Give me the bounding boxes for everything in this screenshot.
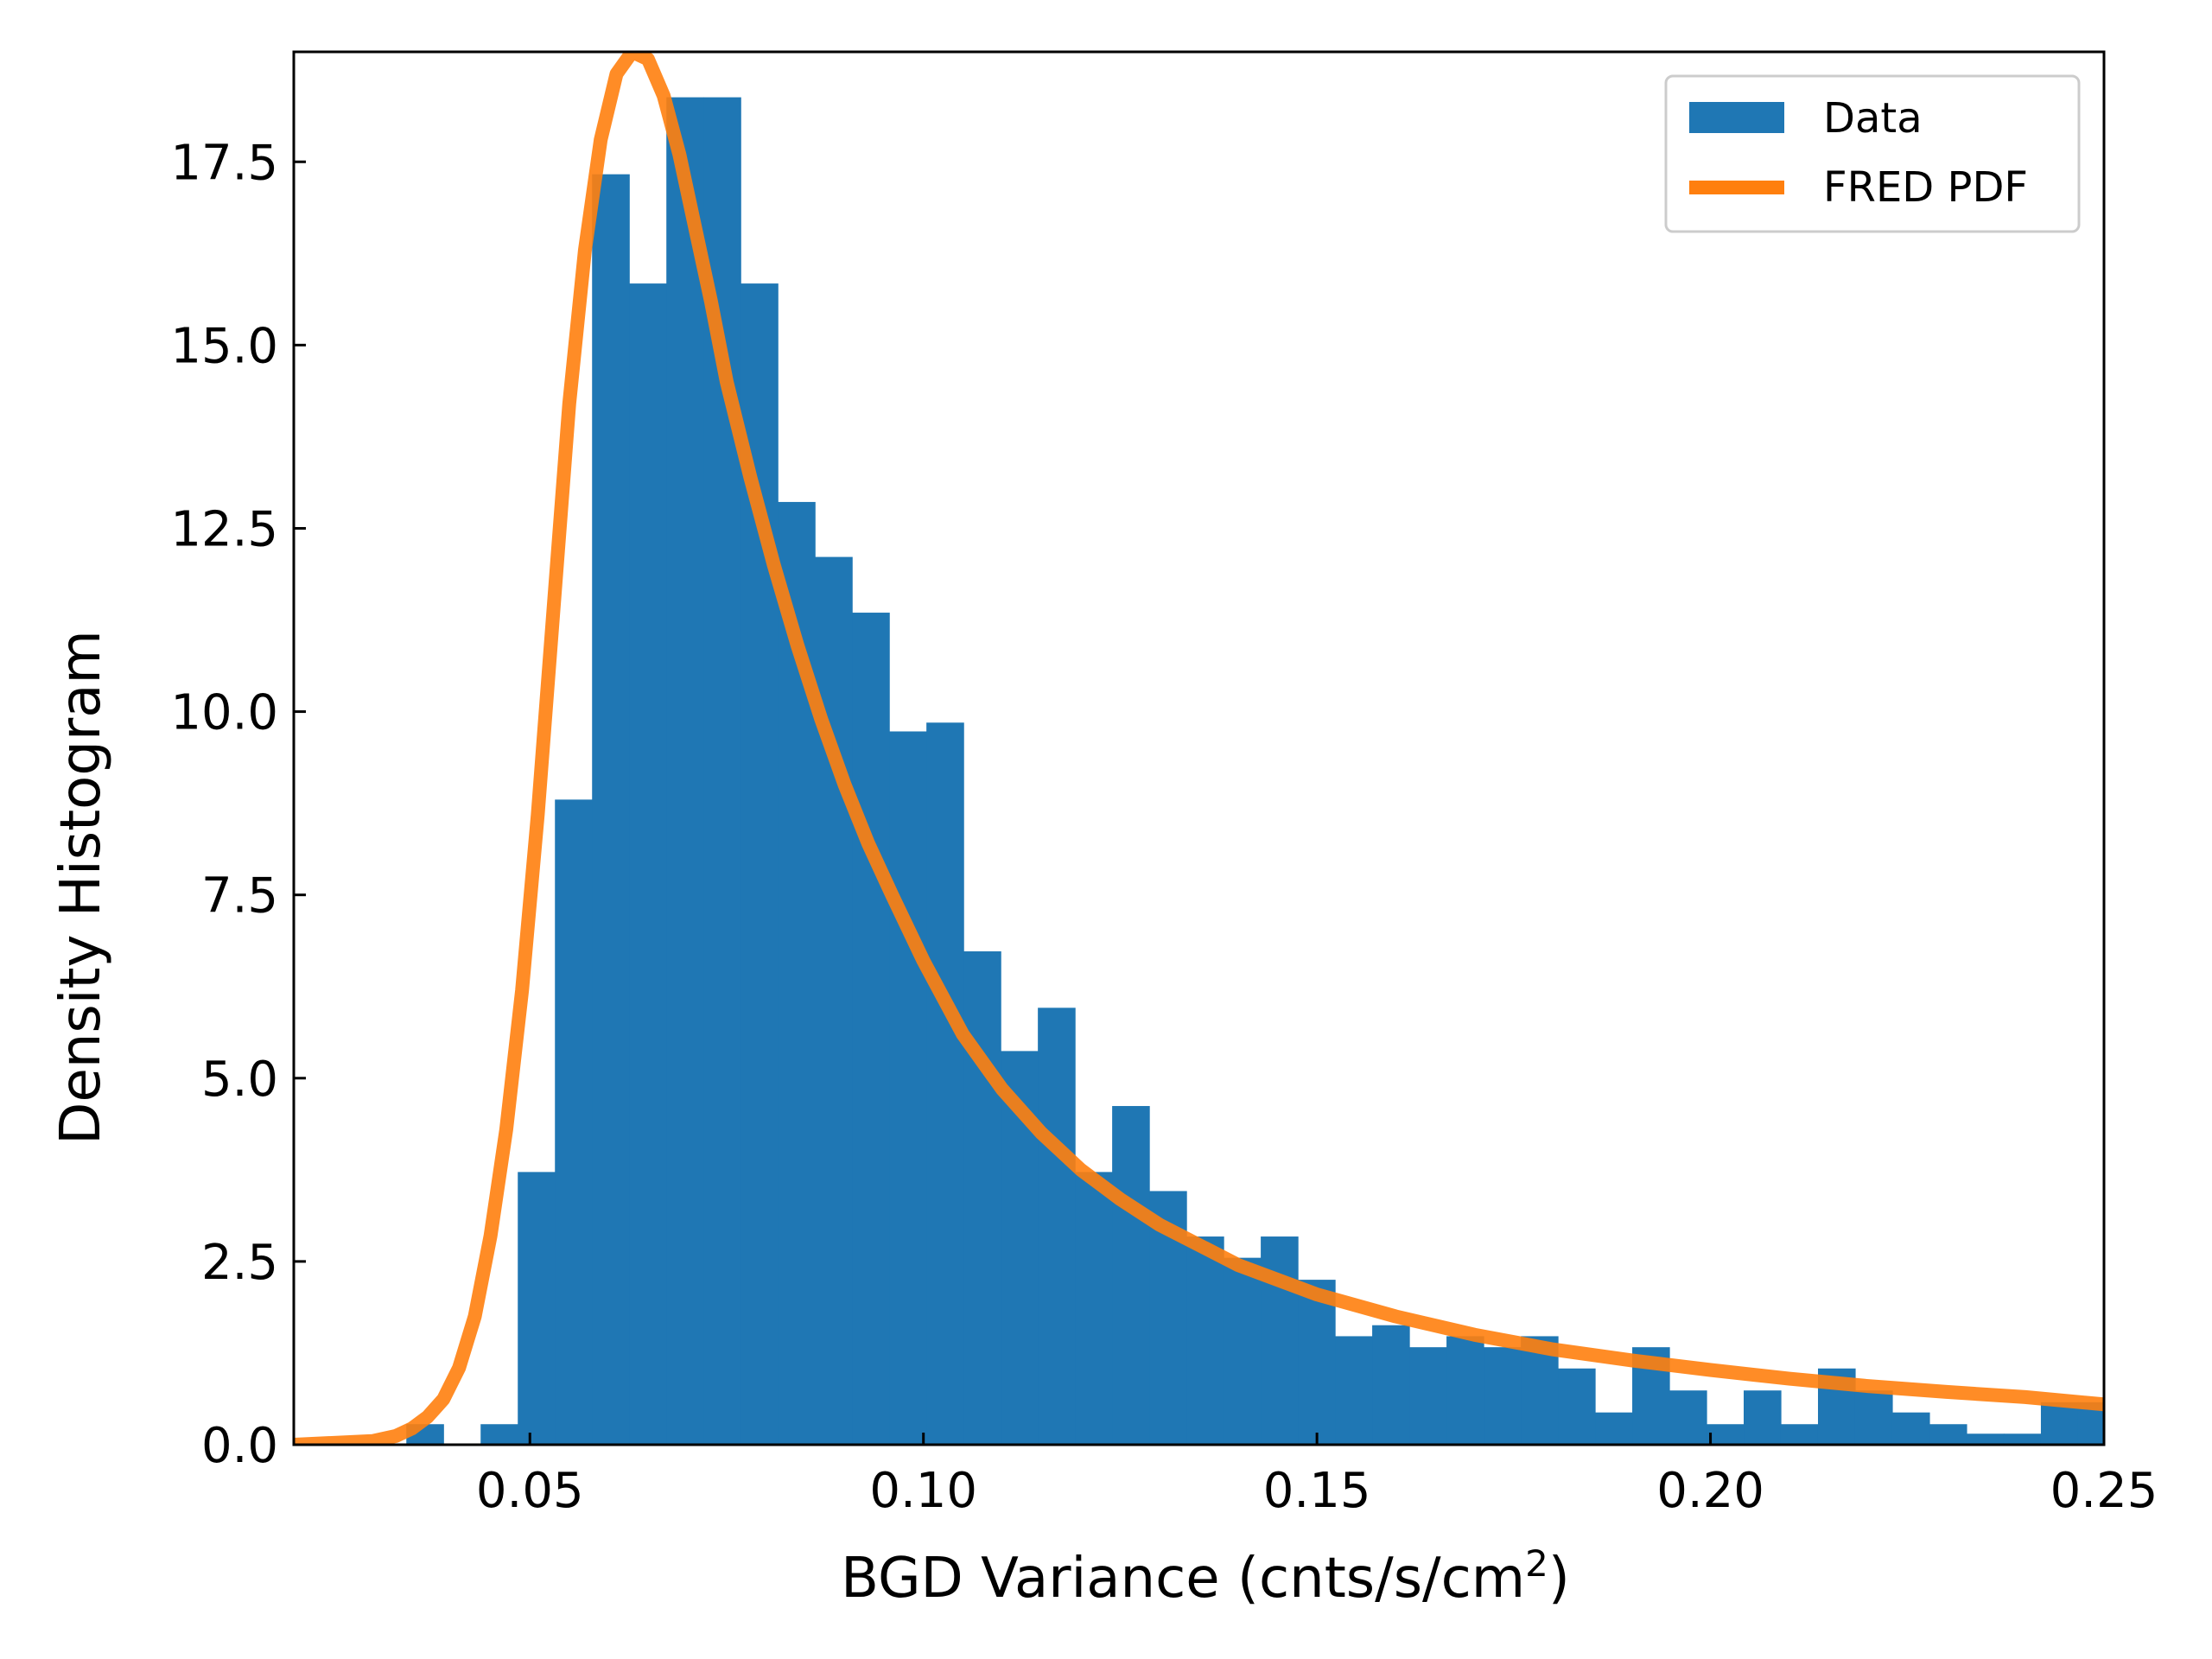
- histogram-bar: [815, 556, 853, 1445]
- fred-pdf-line: [294, 52, 2104, 1445]
- histogram-bar: [1409, 1347, 1447, 1445]
- histogram-bar: [2040, 1402, 2079, 1445]
- axes-frame: [292, 50, 2106, 1446]
- histogram-bar: [592, 174, 630, 1445]
- y-tick-label: 0.0: [201, 1418, 278, 1474]
- histogram-bar: [2003, 1433, 2042, 1445]
- x-tick-label: 0.05: [476, 1463, 584, 1519]
- histogram-bar: [889, 731, 927, 1445]
- histogram-bar: [1669, 1390, 1707, 1445]
- histogram-bar: [1891, 1412, 1930, 1445]
- histogram-bar: [1186, 1236, 1224, 1445]
- y-axis-label: Density Histogram: [49, 630, 113, 1145]
- histogram-bar: [1261, 1236, 1299, 1445]
- histogram-bar: [1707, 1424, 1745, 1445]
- histogram-bar: [1335, 1336, 1373, 1445]
- legend-label-fred-pdf: FRED PDF: [1823, 163, 2028, 212]
- x-tick-label: 0.10: [869, 1463, 977, 1519]
- pdf-curve-layer: [294, 52, 2104, 1445]
- y-tick-label: 15.0: [170, 318, 278, 374]
- histogram-bar: [1298, 1280, 1336, 1445]
- y-tick-label: 17.5: [170, 135, 278, 191]
- histogram-bar: [666, 97, 704, 1445]
- x-tick-label: 0.15: [1263, 1463, 1371, 1519]
- histogram-bar: [1780, 1424, 1819, 1445]
- legend: Data FRED PDF: [1664, 74, 2081, 233]
- legend-label-data: Data: [1823, 94, 1923, 143]
- histogram-bar: [1446, 1336, 1484, 1445]
- histogram-bar: [1075, 1172, 1113, 1445]
- histogram-bar: [518, 1172, 556, 1445]
- histogram-bar: [1484, 1347, 1522, 1445]
- y-tick-label: 5.0: [201, 1052, 278, 1108]
- x-tick-label: 0.25: [2050, 1463, 2158, 1519]
- histogram-bar: [1854, 1390, 1893, 1445]
- histogram-bar: [1112, 1106, 1150, 1445]
- histogram-bar: [555, 799, 593, 1445]
- x-axis-ticks: 0.05 0.10 0.15 0.20 0.25: [476, 1433, 2158, 1519]
- histogram-bar: [1966, 1433, 2005, 1445]
- y-tick-label: 2.5: [201, 1235, 278, 1291]
- legend-swatch-data: [1689, 102, 1784, 133]
- histogram-bar: [1595, 1412, 1633, 1445]
- x-tick-label: 0.20: [1656, 1463, 1764, 1519]
- histogram-bar: [1929, 1424, 1967, 1445]
- histogram-bar: [852, 613, 890, 1445]
- x-axis-label: BGD Variance (cnts/s/cm2): [841, 1542, 1570, 1611]
- histogram-bar: [1038, 1007, 1076, 1445]
- x-axis-label-superscript: 2: [1525, 1542, 1548, 1585]
- histogram-bar: [480, 1424, 518, 1445]
- y-tick-label: 10.0: [170, 685, 278, 741]
- y-tick-label: 12.5: [170, 501, 278, 557]
- histogram-bar: [926, 722, 964, 1445]
- histogram-bar: [963, 951, 1001, 1445]
- y-tick-label: 7.5: [201, 868, 278, 925]
- histogram-bar: [1372, 1325, 1410, 1445]
- histogram-bar: [1744, 1390, 1782, 1445]
- histogram-bar: [1558, 1368, 1596, 1445]
- histogram-bar: [629, 283, 667, 1445]
- histogram-bar: [1224, 1257, 1262, 1445]
- y-axis-ticks: 0.0 2.5 5.0 7.5 10.0 12.5 15.0 17.5: [170, 135, 306, 1474]
